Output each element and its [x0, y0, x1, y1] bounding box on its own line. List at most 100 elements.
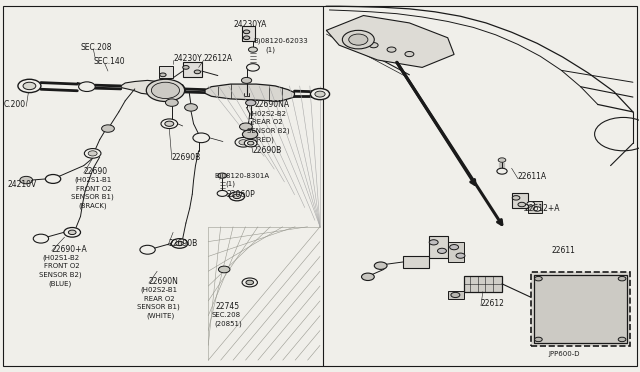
- Bar: [448, 241, 464, 262]
- Circle shape: [23, 82, 36, 90]
- Bar: [208, 227, 320, 360]
- Bar: [159, 66, 173, 78]
- Polygon shape: [205, 84, 294, 102]
- Circle shape: [233, 194, 241, 199]
- Bar: [511, 193, 527, 208]
- Circle shape: [166, 99, 178, 106]
- Circle shape: [160, 73, 166, 77]
- Circle shape: [64, 228, 81, 237]
- Polygon shape: [568, 302, 593, 317]
- Circle shape: [243, 30, 250, 34]
- Circle shape: [18, 79, 41, 93]
- Text: (1): (1): [225, 181, 236, 187]
- Circle shape: [533, 207, 541, 211]
- Circle shape: [246, 64, 259, 71]
- Circle shape: [497, 168, 507, 174]
- Circle shape: [527, 202, 534, 206]
- Text: FRONT O2: FRONT O2: [44, 263, 80, 269]
- Bar: [208, 86, 320, 227]
- Text: (H02S2-B2: (H02S2-B2: [250, 110, 287, 117]
- Text: (H02S2-B1: (H02S2-B1: [140, 287, 177, 294]
- Circle shape: [218, 173, 227, 178]
- Circle shape: [20, 176, 33, 184]
- Text: 22690B: 22690B: [168, 239, 197, 248]
- Text: (BLUE): (BLUE): [49, 280, 72, 287]
- Text: REAR O2: REAR O2: [145, 296, 175, 302]
- Circle shape: [193, 133, 209, 142]
- Circle shape: [387, 47, 396, 52]
- Polygon shape: [326, 16, 454, 67]
- Circle shape: [79, 82, 95, 92]
- Circle shape: [342, 31, 374, 49]
- Text: 22690: 22690: [84, 167, 108, 176]
- Circle shape: [374, 262, 387, 269]
- Bar: [448, 291, 464, 299]
- Circle shape: [140, 245, 156, 254]
- Circle shape: [241, 77, 252, 83]
- Text: B)08120-62033: B)08120-62033: [253, 38, 308, 44]
- Text: (WHITE): (WHITE): [147, 312, 175, 319]
- Circle shape: [235, 137, 252, 147]
- Bar: [531, 272, 630, 346]
- Text: 22060P: 22060P: [227, 190, 255, 199]
- Text: SENSOR B2): SENSOR B2): [246, 128, 289, 134]
- Circle shape: [88, 151, 97, 156]
- Circle shape: [248, 141, 254, 145]
- Circle shape: [242, 278, 257, 287]
- Circle shape: [182, 65, 189, 69]
- Text: FRONT O2: FRONT O2: [76, 186, 111, 192]
- Text: (H02S1-B2: (H02S1-B2: [42, 255, 79, 261]
- Circle shape: [229, 192, 244, 201]
- Text: (BRACK): (BRACK): [79, 202, 108, 209]
- Circle shape: [217, 190, 227, 196]
- Text: 22611: 22611: [551, 246, 575, 255]
- Text: (H02S1-B1: (H02S1-B1: [74, 177, 111, 183]
- Text: SENSOR B1): SENSOR B1): [138, 304, 180, 311]
- Text: 22745: 22745: [216, 302, 240, 311]
- Circle shape: [369, 42, 378, 48]
- Polygon shape: [121, 80, 186, 95]
- Bar: [429, 236, 448, 258]
- Bar: [242, 26, 255, 41]
- Circle shape: [147, 79, 184, 102]
- Circle shape: [184, 104, 197, 111]
- Circle shape: [239, 140, 248, 145]
- Text: 22690B: 22690B: [172, 153, 201, 161]
- Text: B)08120-8301A: B)08120-8301A: [214, 172, 269, 179]
- Text: SEC.140: SEC.140: [93, 57, 125, 66]
- Circle shape: [429, 240, 438, 245]
- Circle shape: [218, 266, 230, 273]
- Circle shape: [456, 253, 465, 258]
- Text: 24210V: 24210V: [7, 180, 36, 189]
- Circle shape: [315, 91, 325, 97]
- Text: 22690B: 22690B: [253, 146, 282, 155]
- Bar: [534, 275, 627, 343]
- Text: C.200: C.200: [4, 100, 26, 109]
- Circle shape: [45, 174, 61, 183]
- Bar: [527, 201, 541, 213]
- Circle shape: [243, 36, 250, 39]
- Circle shape: [161, 119, 177, 129]
- Text: (RED): (RED): [255, 136, 275, 142]
- Circle shape: [165, 121, 173, 126]
- Circle shape: [84, 148, 101, 158]
- Text: 22612+A: 22612+A: [524, 205, 560, 214]
- Text: (1): (1): [266, 46, 276, 53]
- Circle shape: [194, 70, 200, 74]
- Circle shape: [246, 100, 256, 106]
- Text: 22690N: 22690N: [149, 277, 179, 286]
- Circle shape: [244, 140, 257, 147]
- Text: 22690NA: 22690NA: [255, 100, 290, 109]
- Circle shape: [450, 244, 459, 250]
- Text: SENSOR B2): SENSOR B2): [39, 272, 82, 278]
- Circle shape: [618, 276, 626, 281]
- Bar: [182, 62, 202, 77]
- Text: SENSOR B1): SENSOR B1): [71, 194, 114, 201]
- Circle shape: [518, 202, 525, 207]
- Text: 22612: 22612: [481, 299, 505, 308]
- Text: SEC.208: SEC.208: [211, 312, 241, 318]
- Bar: [403, 256, 429, 267]
- Text: 24230Y: 24230Y: [173, 54, 202, 62]
- Text: SEC.208: SEC.208: [81, 42, 112, 51]
- Circle shape: [102, 125, 115, 132]
